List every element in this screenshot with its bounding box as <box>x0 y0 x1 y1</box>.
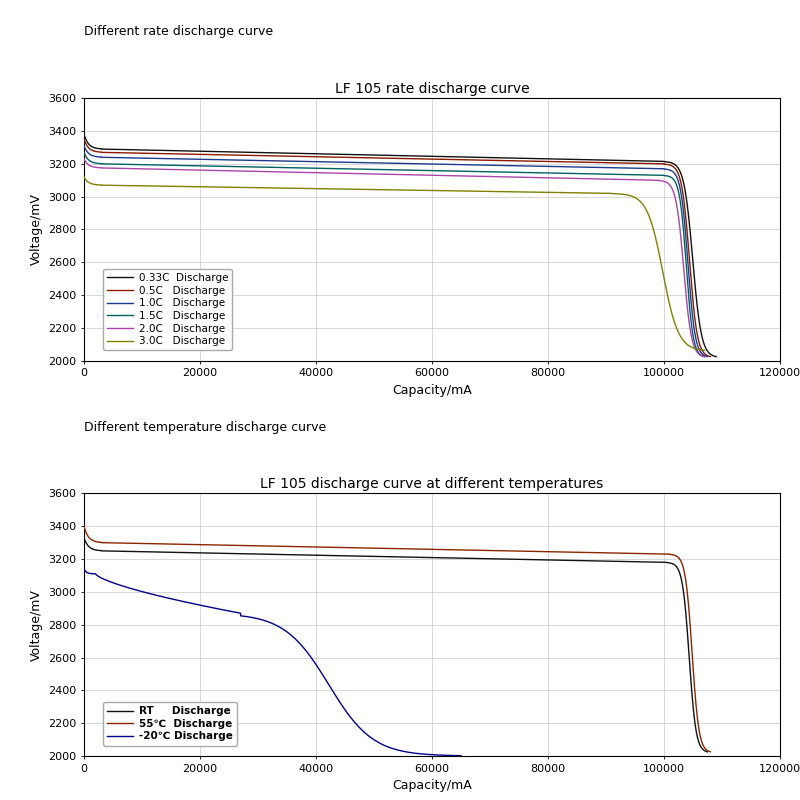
1.0C   Discharge <box>603 163 613 173</box>
1.5C   Discharge <box>94 158 103 168</box>
RT     Discharge <box>578 556 588 566</box>
Legend: 0.33C  Discharge, 0.5C   Discharge, 1.0C   Discharge, 1.5C   Discharge, 2.0C   D: 0.33C Discharge, 0.5C Discharge, 1.0C Di… <box>103 269 232 350</box>
2.0C   Discharge <box>700 352 710 362</box>
Line: 0.5C   Discharge: 0.5C Discharge <box>84 139 710 357</box>
1.0C   Discharge <box>576 162 586 172</box>
0.5C   Discharge <box>576 158 586 167</box>
1.0C   Discharge <box>552 162 562 171</box>
3.0C   Discharge <box>510 187 519 197</box>
3.0C   Discharge <box>700 346 710 355</box>
0.33C  Discharge <box>94 144 103 154</box>
0.33C  Discharge <box>576 154 586 164</box>
Text: Different temperature discharge curve: Different temperature discharge curve <box>84 421 326 434</box>
55℃  Discharge <box>673 552 682 562</box>
2.0C   Discharge <box>571 174 581 183</box>
0.33C  Discharge <box>687 246 697 256</box>
RT     Discharge <box>684 645 694 654</box>
-20℃ Discharge <box>94 572 104 582</box>
Title: LF 105 rate discharge curve: LF 105 rate discharge curve <box>334 82 530 96</box>
3.0C   Discharge <box>625 190 634 200</box>
X-axis label: Capacity/mA: Capacity/mA <box>392 779 472 792</box>
0.33C  Discharge <box>670 159 679 169</box>
RT     Discharge <box>554 555 564 565</box>
0.5C   Discharge <box>79 134 89 144</box>
-20℃ Discharge <box>79 564 89 574</box>
1.5C   Discharge <box>603 170 613 179</box>
Legend: RT     Discharge, 55℃  Discharge, -20℃ Discharge: RT Discharge, 55℃ Discharge, -20℃ Discha… <box>103 702 237 746</box>
0.5C   Discharge <box>684 247 694 257</box>
Line: 3.0C   Discharge: 3.0C Discharge <box>84 177 705 350</box>
X-axis label: Capacity/mA: Capacity/mA <box>392 384 472 397</box>
Line: 55℃  Discharge: 55℃ Discharge <box>84 526 710 752</box>
3.0C   Discharge <box>556 188 566 198</box>
-20℃ Discharge <box>338 702 347 711</box>
Line: 1.0C   Discharge: 1.0C Discharge <box>84 146 707 357</box>
55℃  Discharge <box>706 747 715 757</box>
Line: 1.5C   Discharge: 1.5C Discharge <box>84 152 705 357</box>
0.5C   Discharge <box>668 162 678 171</box>
0.5C   Discharge <box>94 147 103 157</box>
Y-axis label: Voltage/mV: Voltage/mV <box>30 194 42 266</box>
1.0C   Discharge <box>682 250 692 260</box>
Text: Different rate discharge curve: Different rate discharge curve <box>84 26 273 38</box>
1.5C   Discharge <box>79 147 89 157</box>
1.5C   Discharge <box>667 173 677 182</box>
-20℃ Discharge <box>250 614 260 623</box>
1.5C   Discharge <box>576 169 586 178</box>
3.0C   Discharge <box>531 187 541 197</box>
RT     Discharge <box>702 747 712 757</box>
RT     Discharge <box>79 533 89 542</box>
Line: -20℃ Discharge: -20℃ Discharge <box>84 569 461 756</box>
0.5C   Discharge <box>603 158 613 167</box>
55℃  Discharge <box>79 522 89 531</box>
Line: 0.33C  Discharge: 0.33C Discharge <box>84 134 716 357</box>
55℃  Discharge <box>608 548 618 558</box>
RT     Discharge <box>670 560 679 570</box>
-20℃ Discharge <box>388 744 398 754</box>
1.5C   Discharge <box>700 352 710 362</box>
-20℃ Discharge <box>456 751 466 761</box>
3.0C   Discharge <box>79 172 89 182</box>
3.0C   Discharge <box>94 180 103 190</box>
Line: RT     Discharge: RT Discharge <box>84 538 707 752</box>
RT     Discharge <box>94 546 103 555</box>
-20℃ Discharge <box>278 624 288 634</box>
1.0C   Discharge <box>94 152 103 162</box>
0.33C  Discharge <box>79 130 89 139</box>
RT     Discharge <box>606 557 615 566</box>
2.0C   Discharge <box>79 154 89 164</box>
2.0C   Discharge <box>662 178 672 187</box>
2.0C   Discharge <box>598 174 607 184</box>
2.0C   Discharge <box>678 257 688 266</box>
0.5C   Discharge <box>552 157 562 166</box>
Line: 2.0C   Discharge: 2.0C Discharge <box>84 159 705 357</box>
55℃  Discharge <box>557 547 566 557</box>
0.5C   Discharge <box>706 352 715 362</box>
55℃  Discharge <box>581 548 590 558</box>
0.33C  Discharge <box>711 352 721 362</box>
1.0C   Discharge <box>702 352 712 362</box>
Y-axis label: Voltage/mV: Voltage/mV <box>30 589 42 661</box>
Title: LF 105 discharge curve at different temperatures: LF 105 discharge curve at different temp… <box>260 477 604 491</box>
0.33C  Discharge <box>552 154 562 164</box>
1.0C   Discharge <box>667 166 677 176</box>
0.33C  Discharge <box>603 155 613 165</box>
1.5C   Discharge <box>681 254 690 263</box>
1.0C   Discharge <box>79 141 89 150</box>
2.0C   Discharge <box>547 173 557 182</box>
1.5C   Discharge <box>552 168 562 178</box>
2.0C   Discharge <box>94 163 103 173</box>
55℃  Discharge <box>686 640 696 650</box>
3.0C   Discharge <box>657 261 666 270</box>
55℃  Discharge <box>94 538 103 547</box>
-20℃ Discharge <box>263 617 273 626</box>
